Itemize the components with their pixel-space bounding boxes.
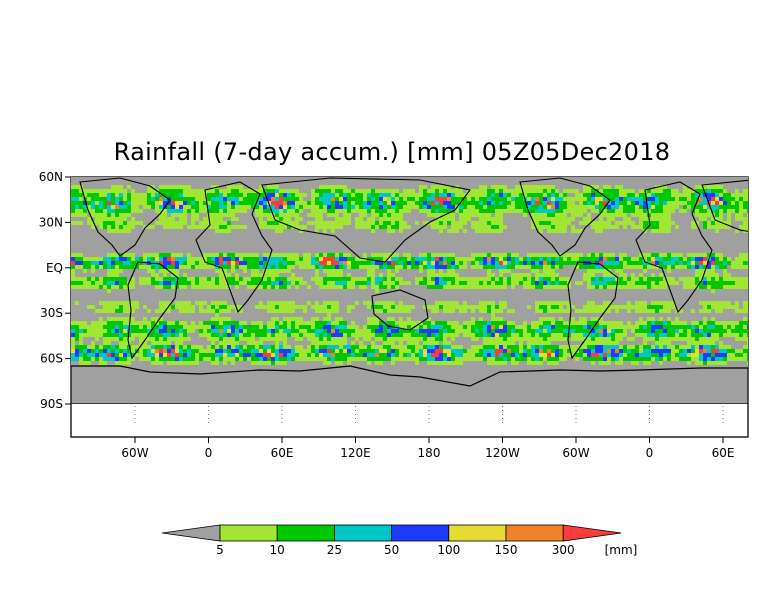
colorbar-segment [391, 524, 450, 542]
y-tick-label: 90S [40, 397, 63, 411]
colorbar-unit: [mm] [605, 543, 638, 557]
colorbar-segment [448, 524, 507, 542]
x-tick-label: 60W [121, 446, 148, 460]
y-tick-label: 30N [39, 215, 63, 229]
colorbar-tick-label: 25 [327, 543, 342, 557]
colorbar-segment [219, 524, 278, 542]
x-tick-label: 120W [485, 446, 520, 460]
map-title: Rainfall (7-day accum.) [mm] 05Z05Dec201… [113, 138, 671, 166]
colorbar-tick-label: 5 [216, 543, 224, 557]
x-tick-label: 60E [712, 446, 735, 460]
colorbar-tick-label: 100 [437, 543, 460, 557]
y-tick-label: 60S [40, 352, 63, 366]
x-tick-label: 0 [646, 446, 654, 460]
x-tick-label: 180 [418, 446, 441, 460]
colorbar-tick-label: 10 [270, 543, 285, 557]
y-tick-label: 60N [39, 170, 63, 184]
colorbar-high-arrow [562, 524, 622, 542]
colorbar-tick-label: 50 [384, 543, 399, 557]
coastline [519, 177, 611, 257]
x-tick-label: 60W [562, 446, 589, 460]
colorbar-low-arrow [161, 524, 221, 542]
coastline [127, 261, 179, 360]
coastline [567, 261, 619, 360]
x-axis: 60W 0 60E 120E 180 120W 60W 0 60E [121, 406, 734, 460]
antarctica-coastline [71, 365, 748, 404]
colorbar-tick-label: 300 [552, 543, 575, 557]
coastline [79, 177, 171, 257]
coastline [195, 181, 273, 314]
colorbar-segment [276, 524, 335, 542]
coastline [635, 181, 713, 314]
x-tick-label: 120E [340, 446, 371, 460]
colorbar-legend: 5 10 25 50 100 150 300 [mm] [161, 524, 638, 557]
y-axis: 60N 30N EQ 30S 60S 90S [39, 170, 71, 411]
rainfall-field [71, 177, 748, 404]
colorbar-segment [333, 524, 392, 542]
coastline [701, 179, 748, 232]
map-layer [71, 177, 748, 404]
x-tick-label: 0 [205, 446, 213, 460]
colorbar-segment [505, 524, 564, 542]
y-tick-label: 30S [40, 306, 63, 320]
colorbar-tick-label: 150 [495, 543, 518, 557]
coastline [371, 289, 429, 331]
coastline [261, 177, 471, 263]
x-tick-label: 60E [271, 446, 294, 460]
y-tick-label: EQ [46, 261, 63, 275]
